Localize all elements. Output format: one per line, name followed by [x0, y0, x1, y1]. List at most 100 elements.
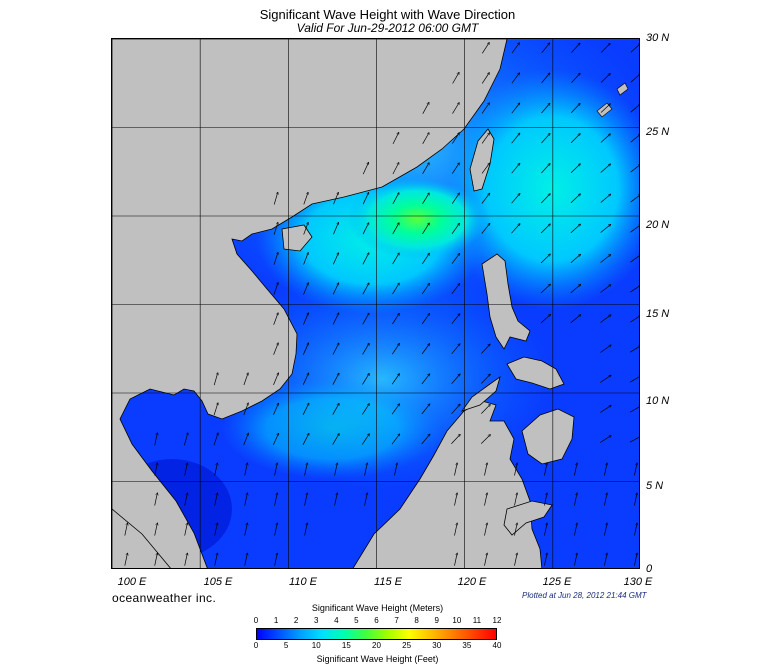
- wave-direction-arrow: [244, 553, 248, 566]
- wave-direction-arrow: [332, 433, 340, 445]
- wave-direction-arrow: [574, 553, 577, 566]
- wave-direction-arrow: [452, 133, 459, 144]
- wave-direction-arrow: [274, 523, 278, 536]
- lat-lon-grid: [112, 39, 639, 568]
- wave-direction-arrow: [244, 523, 248, 536]
- wave-direction-arrow: [630, 134, 639, 143]
- wave-direction-arrow: [630, 194, 639, 203]
- wave-direction-arrow: [514, 553, 518, 566]
- wave-direction-arrow: [332, 403, 339, 415]
- wave-direction-arrow: [480, 435, 490, 444]
- wave-direction-arrow: [303, 313, 308, 325]
- colorbar-feet-tick: 40: [492, 641, 502, 650]
- wave-direction-arrow: [332, 343, 339, 355]
- land-mindanao: [521, 408, 575, 465]
- wave-direction-arrow: [362, 162, 368, 175]
- colorbar-meter-tick: 11: [472, 616, 482, 625]
- wave-direction-arrow: [630, 345, 639, 353]
- lat-label-0: 0: [646, 563, 653, 575]
- wave-direction-arrow: [630, 285, 639, 293]
- wave-direction-arrow: [454, 553, 458, 566]
- wave-direction-arrow: [630, 44, 639, 53]
- wave-direction-arrow: [273, 282, 278, 295]
- land-sulawesi: [503, 500, 553, 536]
- wave-direction-arrow: [630, 104, 639, 113]
- wave-direction-arrow: [391, 434, 400, 445]
- lon-label-125: 125 E: [542, 576, 572, 588]
- wave-direction-arrow: [392, 313, 399, 325]
- wave-direction-arrow: [362, 223, 369, 235]
- wave-direction-arrow: [392, 253, 400, 265]
- land-ryukyu-north: [616, 82, 629, 96]
- wave-direction-arrow: [604, 523, 607, 536]
- wave-direction-arrow: [302, 343, 308, 355]
- wave-direction-arrow: [600, 164, 611, 173]
- wave-direction-arrow: [392, 343, 399, 355]
- wave-direction-arrow: [451, 434, 460, 445]
- wave-direction-arrow: [273, 222, 278, 235]
- wave-direction-arrow: [629, 406, 639, 413]
- wave-direction-arrow: [303, 222, 309, 235]
- wave-direction-arrow: [481, 133, 490, 144]
- wave-direction-arrow: [570, 254, 581, 264]
- land-taiwan: [469, 128, 495, 192]
- wave-direction-arrow: [600, 73, 610, 83]
- wave-direction-arrow: [332, 283, 339, 295]
- wave-direction-arrow: [362, 283, 369, 295]
- lat-label-25: 25 N: [646, 126, 670, 138]
- wave-direction-arrow: [481, 163, 490, 174]
- wave-direction-arrow: [273, 403, 278, 416]
- wave-direction-arrow: [392, 162, 399, 175]
- wave-direction-arrow: [273, 192, 278, 205]
- wave-direction-arrow: [421, 434, 430, 445]
- wave-direction-arrow: [451, 283, 460, 294]
- wave-direction-arrow: [302, 373, 309, 385]
- lat-label-15: 15 N: [646, 308, 670, 320]
- wave-direction-arrow: [540, 254, 550, 264]
- wave-direction-arrow: [634, 523, 637, 536]
- wave-direction-arrow: [184, 523, 188, 536]
- wave-direction-arrow: [511, 103, 520, 114]
- wave-direction-arrow: [514, 523, 518, 536]
- wave-direction-arrow: [422, 253, 429, 265]
- wave-direction-arrow: [630, 225, 639, 233]
- wave-direction-arrow: [544, 463, 547, 476]
- wave-direction-arrow: [214, 553, 218, 566]
- wave-direction-arrow: [511, 163, 520, 174]
- wave-direction-arrow: [600, 436, 611, 443]
- colorbar-feet-tick: 0: [253, 641, 259, 650]
- wave-direction-arrow: [362, 313, 369, 325]
- lat-label-10: 10 N: [646, 395, 670, 407]
- wave-direction-arrow: [451, 223, 460, 234]
- wave-direction-arrow: [332, 373, 339, 385]
- wave-direction-arrow: [600, 224, 611, 233]
- wave-direction-arrow: [600, 285, 611, 293]
- map-title: Significant Wave Height with Wave Direct…: [259, 7, 516, 22]
- wave-direction-arrows: [124, 42, 639, 566]
- wave-direction-arrow: [274, 553, 278, 566]
- map-subtitle: Valid For Jun-29-2012 06:00 GMT: [296, 21, 479, 35]
- lon-label-130: 130 E: [623, 576, 653, 588]
- wave-direction-arrow: [481, 404, 490, 414]
- wave-direction-arrow: [604, 493, 607, 506]
- wave-direction-arrow: [630, 315, 639, 323]
- wave-direction-arrow: [422, 163, 430, 174]
- lat-label-5: 5 N: [646, 480, 664, 492]
- wave-direction-arrow: [394, 463, 398, 476]
- wave-direction-arrow: [544, 493, 547, 506]
- wave-direction-arrow: [634, 553, 637, 566]
- wave-direction-arrow: [243, 403, 249, 416]
- colorbar-title-meters: Significant Wave Height (Meters): [311, 603, 444, 613]
- wave-direction-arrow: [511, 193, 520, 204]
- colorbar-feet-tick: 20: [372, 641, 381, 650]
- wave-direction-arrow: [511, 43, 520, 54]
- wave-direction-arrow: [629, 376, 639, 383]
- colorbar-meter-tick: 7: [394, 616, 399, 625]
- wave-direction-arrow: [392, 283, 400, 295]
- wave-direction-arrow: [452, 163, 459, 174]
- wave-direction-arrow: [334, 463, 338, 476]
- wave-direction-arrow: [484, 493, 488, 506]
- wave-direction-arrow: [243, 373, 248, 386]
- wave-direction-arrow: [541, 163, 550, 174]
- land-mainland-asia: [112, 39, 508, 568]
